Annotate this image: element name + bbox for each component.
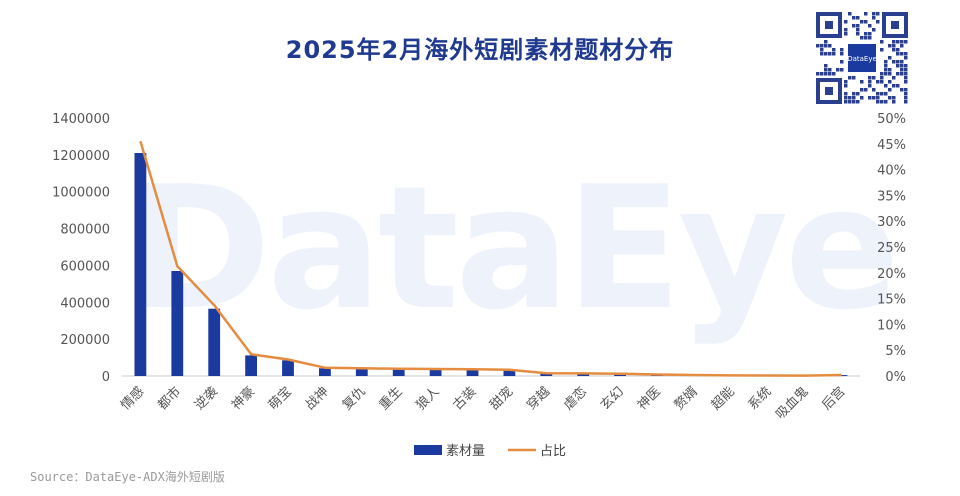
category-label: 虐恋 bbox=[560, 384, 590, 414]
category-label: 重生 bbox=[376, 384, 406, 414]
right-tick-label: 45% bbox=[877, 138, 906, 153]
bar bbox=[392, 369, 405, 376]
chart-title: 2025年2月海外短剧素材题材分布 bbox=[285, 36, 675, 64]
category-label: 狼人 bbox=[413, 384, 442, 413]
bar bbox=[355, 368, 368, 376]
category-label: 甜宠 bbox=[487, 384, 517, 414]
right-tick-label: 50% bbox=[877, 112, 906, 127]
category-label: 神医 bbox=[635, 384, 664, 413]
qr-code-icon: DataEye bbox=[816, 12, 908, 104]
right-tick-label: 15% bbox=[877, 293, 906, 308]
bar bbox=[577, 373, 590, 376]
left-tick-label: 0 bbox=[102, 370, 110, 385]
category-label: 玄幻 bbox=[598, 384, 627, 413]
category-label: 复仇 bbox=[340, 384, 369, 413]
qr-logo-label: DataEye bbox=[847, 55, 877, 63]
category-label: 赘婿 bbox=[671, 384, 701, 414]
category-label: 吸血鬼 bbox=[773, 384, 812, 423]
category-label: 后宫 bbox=[819, 384, 848, 413]
category-label: 逆袭 bbox=[191, 384, 221, 414]
category-label: 情感 bbox=[118, 384, 148, 414]
legend-label-bar: 素材量 bbox=[446, 444, 485, 459]
category-label: 战神 bbox=[303, 384, 332, 413]
bar bbox=[208, 308, 221, 376]
left-tick-label: 1200000 bbox=[52, 149, 110, 164]
right-tick-label: 30% bbox=[877, 215, 906, 230]
x-axis-categories: 情感 都市 逆袭 神豪 萌宝 战神 复仇 重生 狼人 古装 甜宠 穿越 虐恋 玄幻 神医 赘婿 超能 系统吸血鬼后… bbox=[118, 384, 849, 423]
watermark: DataEye bbox=[130, 150, 900, 348]
left-tick-label: 1000000 bbox=[52, 186, 110, 201]
bar bbox=[503, 369, 516, 376]
bar bbox=[245, 355, 257, 376]
right-tick-label: 10% bbox=[877, 318, 906, 333]
bar bbox=[171, 271, 184, 376]
bar bbox=[319, 368, 331, 376]
bar bbox=[614, 374, 626, 376]
bar bbox=[466, 369, 479, 376]
category-label: 穿越 bbox=[523, 384, 553, 414]
category-label: 系统 bbox=[746, 384, 775, 413]
left-tick-label: 200000 bbox=[60, 333, 110, 348]
share-line bbox=[139, 140, 842, 377]
bar bbox=[282, 360, 294, 376]
left-tick-label: 400000 bbox=[60, 296, 110, 311]
left-y-axis: 0 200000 400000 600000 800000 1000000 1200000 1… bbox=[52, 112, 110, 385]
category-label: 超能 bbox=[709, 384, 738, 413]
right-tick-label: 40% bbox=[877, 164, 906, 179]
legend-label-line: 占比 bbox=[540, 444, 566, 459]
left-tick-label: 800000 bbox=[60, 223, 110, 238]
category-label: 神豪 bbox=[228, 384, 258, 414]
right-tick-label: 35% bbox=[877, 189, 906, 204]
right-tick-label: 25% bbox=[877, 241, 906, 256]
bar bbox=[540, 373, 553, 376]
right-tick-label: 20% bbox=[877, 267, 906, 282]
left-tick-label: 1400000 bbox=[52, 112, 110, 127]
right-y-axis: 0% 5% 10% 15% 20% 25% 30% 35% 40% 45% 50% bbox=[877, 112, 906, 385]
right-tick-label: 5% bbox=[885, 344, 906, 359]
right-tick-label: 0% bbox=[885, 370, 906, 385]
source-note: Source：DataEye-ADX海外短剧版 bbox=[30, 470, 225, 484]
bar bbox=[429, 369, 442, 376]
legend: 素材量 占比 bbox=[414, 444, 566, 459]
left-tick-label: 600000 bbox=[60, 259, 110, 274]
bar bbox=[134, 153, 147, 376]
category-label: 古装 bbox=[450, 384, 479, 413]
legend-swatch-bar bbox=[414, 445, 442, 455]
category-label: 萌宝 bbox=[266, 384, 295, 413]
bar-series bbox=[134, 153, 848, 377]
category-label: 都市 bbox=[154, 384, 184, 414]
